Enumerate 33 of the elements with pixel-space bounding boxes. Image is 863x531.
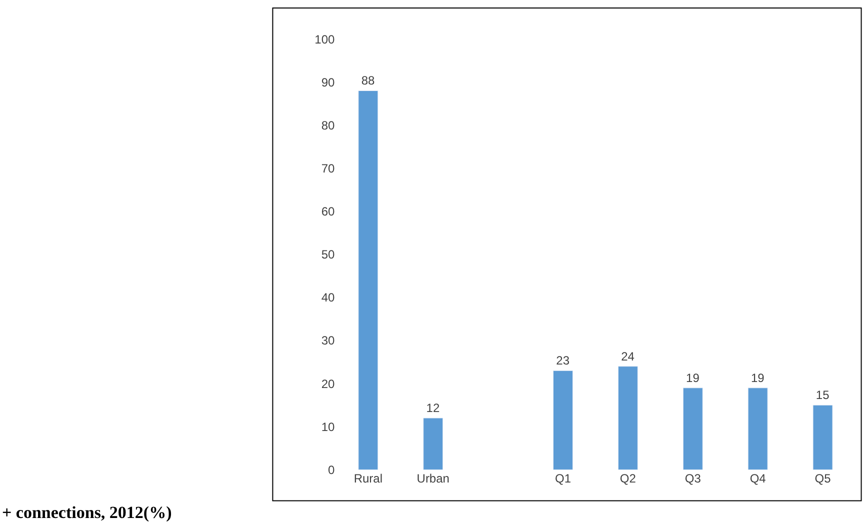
- y-tick-label: 30: [321, 334, 336, 348]
- y-tick-label: 60: [321, 204, 336, 219]
- x-tick-label: Rural: [354, 472, 383, 486]
- data-label: 15: [816, 388, 830, 402]
- bar: [748, 388, 768, 470]
- x-tick-label: Q1: [554, 472, 572, 486]
- y-tick-label: 50: [321, 248, 336, 262]
- bar: [812, 404, 833, 470]
- y-tick-label: 0: [328, 462, 336, 477]
- y-tick-label: 100: [314, 32, 336, 46]
- bar: [553, 370, 573, 470]
- bar: [358, 90, 378, 470]
- data-label: 19: [750, 370, 765, 385]
- x-tick-label: Q4: [750, 472, 766, 486]
- y-tick-label: 40: [321, 290, 336, 305]
- text: + connections, 2012(%): [2, 503, 172, 522]
- y-tick-label: 80: [321, 118, 336, 132]
- y-tick-label: 90: [321, 75, 336, 90]
- x-tick-label: Urban: [416, 472, 450, 486]
- data-label: 88: [361, 74, 376, 88]
- bar: [423, 418, 444, 470]
- bar: [618, 366, 638, 470]
- data-label: 24: [621, 349, 635, 364]
- data-label: 23: [556, 354, 570, 368]
- y-tick-label: 70: [321, 161, 336, 176]
- data-label: 19: [686, 370, 700, 385]
- x-tick-label: Q3: [684, 472, 702, 486]
- x-tick-label: Q5: [814, 472, 832, 486]
- y-tick-label: 10: [321, 420, 336, 434]
- y-tick-label: 20: [321, 376, 336, 391]
- bar: [682, 388, 703, 470]
- data-label: 12: [426, 401, 440, 416]
- x-tick-label: Q2: [620, 472, 636, 486]
